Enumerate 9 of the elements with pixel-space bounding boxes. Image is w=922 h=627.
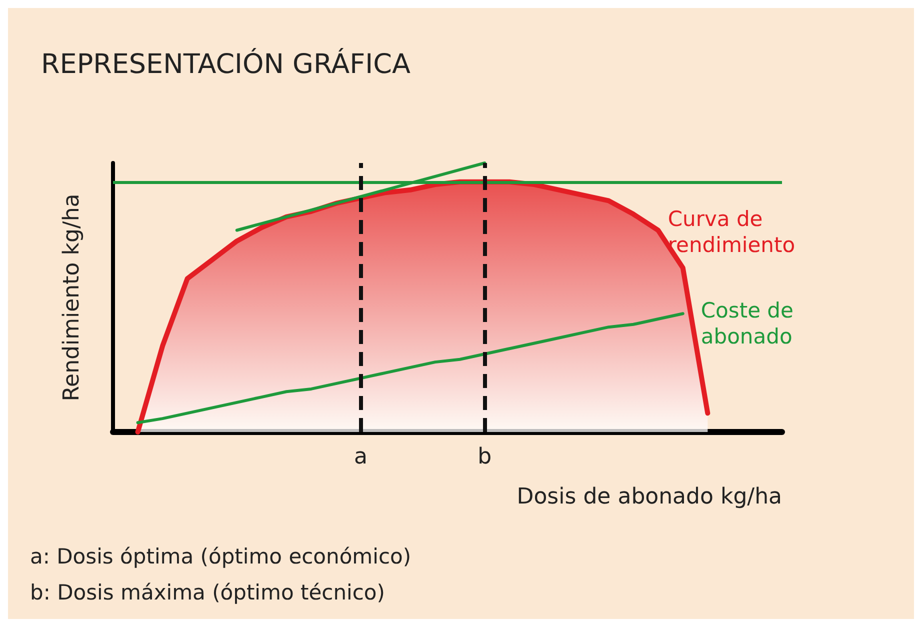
series-label: Coste de abonado xyxy=(700,298,794,349)
x-axis-title: Dosis de abonado kg/ha xyxy=(516,484,782,510)
text: b: Dosis máxima (óptimo técnico) xyxy=(30,580,385,604)
x-tick-label: a xyxy=(354,444,368,470)
text: a: Dosis óptima (óptimo económico) xyxy=(30,544,412,568)
y-axis-title: Rendimiento kg/ha xyxy=(60,194,84,402)
series-label: Curva de rendimiento xyxy=(668,206,796,257)
chart-title: REPRESENTACIÓN GRÁFICA xyxy=(41,47,411,80)
x-tick-label: b xyxy=(478,444,492,470)
